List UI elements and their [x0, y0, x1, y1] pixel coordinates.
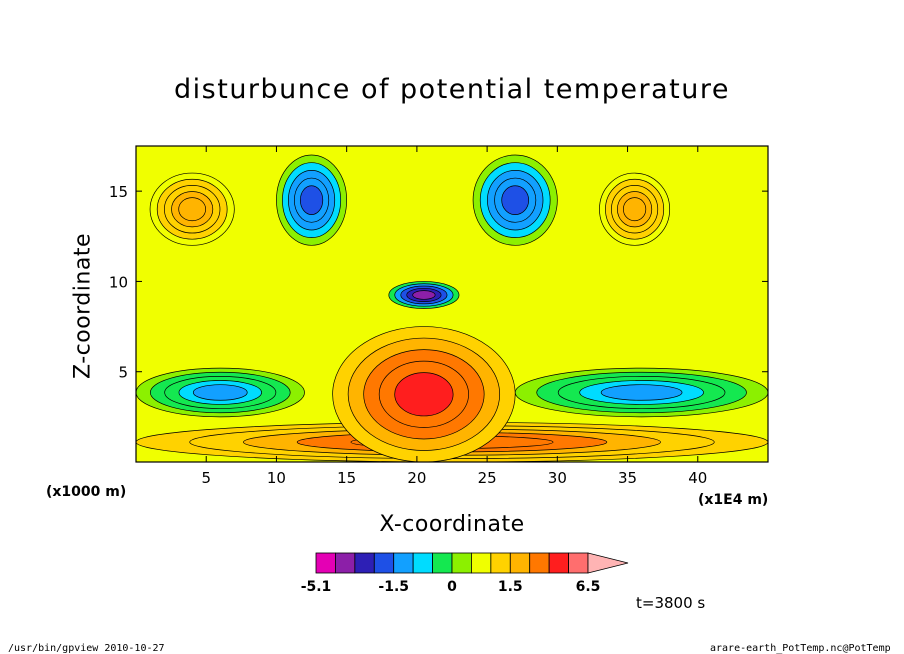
feature-right-upper-warm-dome: [599, 172, 671, 246]
footer-right: arare-earth_PotTemp.nc@PotTemp: [710, 643, 891, 654]
y-axis-label: Z-coordinate: [70, 233, 96, 379]
colorbar-swatch: [529, 552, 550, 574]
colorbar-swatch: [451, 552, 472, 574]
y-axis: 5 10 15: [109, 183, 768, 382]
colorbar-swatch: [509, 552, 531, 574]
colorbar-tick-label: -1.5: [378, 579, 409, 595]
x-unit-label: (x1000 m): [46, 484, 127, 500]
colorbar-swatch: [393, 552, 414, 574]
x-tick-label: 40: [688, 469, 707, 487]
colorbar-swatch: [354, 552, 375, 574]
x-tick-label: 20: [407, 469, 426, 487]
x-tick-label: 10: [267, 469, 286, 487]
colorbar: -5.1 -1.5 0 1.5 6.5: [301, 552, 629, 595]
colorbar-tick-label: 1.5: [498, 579, 523, 595]
colorbar-tick-label: 0: [447, 579, 457, 595]
y-tick-label: 10: [109, 273, 128, 291]
colorbar-swatch: [568, 552, 589, 574]
colorbar-swatch: [471, 552, 492, 574]
feature-right-upper-cold-lobe: [472, 154, 558, 246]
feature-left-upper-cold-lobe: [276, 154, 348, 246]
contour-field: [136, 146, 768, 462]
plot-frame: [135, 145, 769, 463]
colorbar-extend-arrow: [587, 552, 629, 574]
y-tick-label: 5: [118, 364, 128, 382]
x-axis-label: X-coordinate: [379, 512, 525, 537]
feature-cold-anomaly-at-tropopause: [388, 281, 460, 309]
feature-left-low-level-cold-layer: [136, 367, 305, 418]
x-tick-label: 30: [548, 469, 567, 487]
feature-right-low-level-cold-layer: [514, 367, 768, 418]
footer-left: /usr/bin/gpview 2010-10-27: [8, 643, 165, 654]
colorbar-tick-label: -5.1: [301, 579, 332, 595]
colorbar-tick-label: 6.5: [576, 579, 601, 595]
colorbar-swatch: [315, 552, 336, 574]
x-scale-note: (x1E4 m): [698, 492, 769, 508]
time-label: t=3800 s: [636, 594, 706, 612]
y-tick-label: 15: [109, 183, 128, 201]
colorbar-swatch: [490, 552, 511, 574]
colorbar-swatch: [548, 552, 569, 574]
feature-left-upper-warm-dome: [149, 172, 235, 246]
x-tick-label: 15: [337, 469, 356, 487]
chart-title: disturbunce of potential temperature: [174, 74, 730, 105]
colorbar-swatch: [335, 552, 356, 574]
feature-central-warm-plume: [332, 326, 516, 462]
x-tick-label: 25: [478, 469, 497, 487]
x-axis: 5 10 15 20 25 30 35 40: [201, 146, 707, 487]
colorbar-swatch: [373, 552, 395, 574]
x-tick-label: 35: [618, 469, 637, 487]
colorbar-swatch: [412, 552, 433, 574]
colorbar-swatch: [432, 552, 453, 574]
x-tick-label: 5: [201, 469, 211, 487]
